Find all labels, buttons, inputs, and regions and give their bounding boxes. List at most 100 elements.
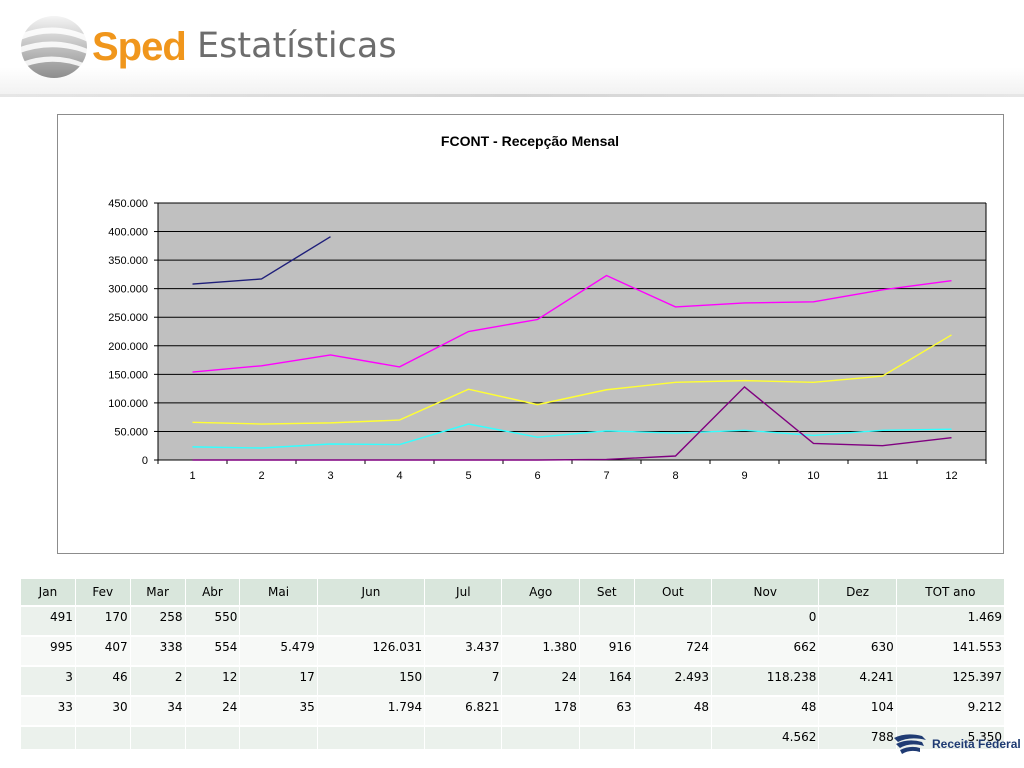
table-cell: 662: [711, 635, 819, 666]
chart-area: FCONT - Recepção Mensal 0 50.000 100.000 150…: [57, 114, 1004, 660]
table-cell: 48: [711, 695, 819, 726]
table-cell: 46: [74, 665, 131, 696]
receita-federal-logo: Receita Federal: [892, 732, 1021, 756]
y-tick-label: 100.000: [108, 398, 148, 410]
table-cell: 33: [20, 695, 76, 726]
table-cell: [239, 605, 318, 636]
table-header-cell: Jul: [424, 579, 502, 606]
table-header-cell: Jan: [20, 579, 76, 606]
x-tick-label: 10: [807, 470, 819, 482]
table-cell: 3.437: [424, 635, 502, 666]
table-cell: 491: [20, 605, 76, 636]
table-row: 995 407 338 554 5.479 126.031 3.437 1.380 916 724…: [20, 635, 1004, 666]
table-cell: [316, 725, 425, 749]
table-cell: 2.493: [633, 665, 712, 696]
header-divider: [0, 94, 1024, 97]
table-cell: 24: [184, 695, 240, 726]
table-cell: 258: [129, 605, 186, 636]
table-header-row: Jan Fev Mar Abr Mai Jun Jul Ago Set Out Nov Dez TOT …: [20, 579, 1004, 606]
line-chart: FCONT - Recepção Mensal 0 50.000 100.000 150…: [108, 133, 987, 482]
table-row: 4.562 788 5.350: [20, 725, 1004, 749]
table-cell: 178: [501, 695, 580, 726]
page-title: Estatísticas: [197, 26, 397, 66]
x-tick-label: 3: [327, 470, 333, 482]
x-tick-label: 12: [945, 470, 957, 482]
table-header-cell: Set: [578, 579, 635, 606]
table-cell: [818, 605, 897, 636]
table-cell: [633, 725, 712, 749]
table-cell: 48: [633, 695, 712, 726]
table-cell: 170: [74, 605, 131, 636]
table-cell: 2: [129, 665, 186, 696]
table-cell: 630: [818, 635, 897, 666]
x-tick-label: 11: [877, 470, 888, 482]
table-header-cell: Fev: [74, 579, 131, 606]
table-cell: 7: [424, 665, 502, 696]
table-cell: 1.380: [501, 635, 580, 666]
table-cell: 995: [20, 635, 76, 666]
table-cell: 12: [184, 665, 240, 696]
table-cell: 118.238: [711, 665, 819, 696]
table-row: 491 170 258 550 0 1.469: [20, 605, 1004, 636]
table-header-cell: Out: [633, 579, 712, 606]
table-header-cell: Nov: [711, 579, 819, 606]
table-cell: 5.479: [239, 635, 318, 666]
table-cell: 407: [74, 635, 131, 666]
table-cell: 4.562: [711, 725, 819, 749]
y-tick-label: 50.000: [114, 426, 148, 438]
table-cell: [424, 605, 502, 636]
table-cell: 164: [578, 665, 635, 696]
table-cell: 554: [184, 635, 240, 666]
table-cell: 126.031: [316, 635, 425, 666]
table-cell: 3: [20, 665, 76, 696]
table-cell: 550: [184, 605, 240, 636]
table-cell: [578, 605, 635, 636]
table-cell: [578, 725, 635, 749]
table-row: 3 46 2 12 17 150 7 24 164 2.493 118.238 4.241 125.39…: [20, 665, 1004, 696]
table-cell: 35: [239, 695, 318, 726]
plot-area: [158, 203, 986, 460]
table-row: 33 30 34 24 35 1.794 6.821 178 63 48 48 104 9.212: [20, 695, 1004, 726]
series-line-efd-2012: [192, 274, 952, 373]
table-cell: 141.553: [895, 635, 1004, 666]
x-tick-label: 1: [189, 470, 195, 482]
table-cell: [239, 725, 318, 749]
table-header-cell: Abr: [184, 579, 240, 606]
table-cell: 1.794: [316, 695, 425, 726]
series-line-efd-2011: [192, 334, 952, 425]
x-tick-label: 4: [396, 470, 402, 482]
header: Sped Estatísticas: [0, 0, 1024, 97]
x-tick-label: 5: [465, 470, 471, 482]
table-cell: 24: [501, 665, 580, 696]
table-header-cell: Jun: [316, 579, 425, 606]
table-cell: 5.350: [895, 725, 1004, 749]
table-cell: [424, 725, 502, 749]
x-tick-label: 6: [534, 470, 540, 482]
table-header-cell: Dez: [818, 579, 897, 606]
table-cell: [74, 725, 131, 749]
table-cell: 4.241: [818, 665, 897, 696]
series-line-efd-2013: [192, 236, 331, 285]
table-cell: 788: [818, 725, 897, 749]
table-header-cell: Ago: [501, 579, 580, 606]
y-tick-label: 400.000: [108, 227, 148, 239]
table-cell: 150: [316, 665, 425, 696]
receita-federal-text: Receita Federal: [932, 737, 1021, 751]
table-cell: 30: [74, 695, 131, 726]
y-tick-label: 0: [142, 455, 148, 467]
table-cell: 63: [578, 695, 635, 726]
series-line-efd-2010: [192, 423, 952, 449]
series-line-efd-2009: [192, 385, 952, 461]
receita-federal-icon: [894, 734, 926, 754]
table-header-cell: TOT ano: [895, 579, 1004, 606]
y-tick-label: 300.000: [108, 284, 148, 296]
y-tick-label: 250.000: [108, 312, 148, 324]
y-tick-label: 350.000: [108, 255, 148, 267]
sped-globe-icon: [17, 16, 90, 78]
y-tick-label: 200.000: [108, 341, 148, 353]
x-tick-label: 7: [603, 470, 609, 482]
table-cell: [20, 725, 76, 749]
chart-title: FCONT - Recepção Mensal: [441, 133, 619, 149]
x-tick-label: 9: [741, 470, 747, 482]
y-tick-label: 450.000: [108, 198, 148, 210]
